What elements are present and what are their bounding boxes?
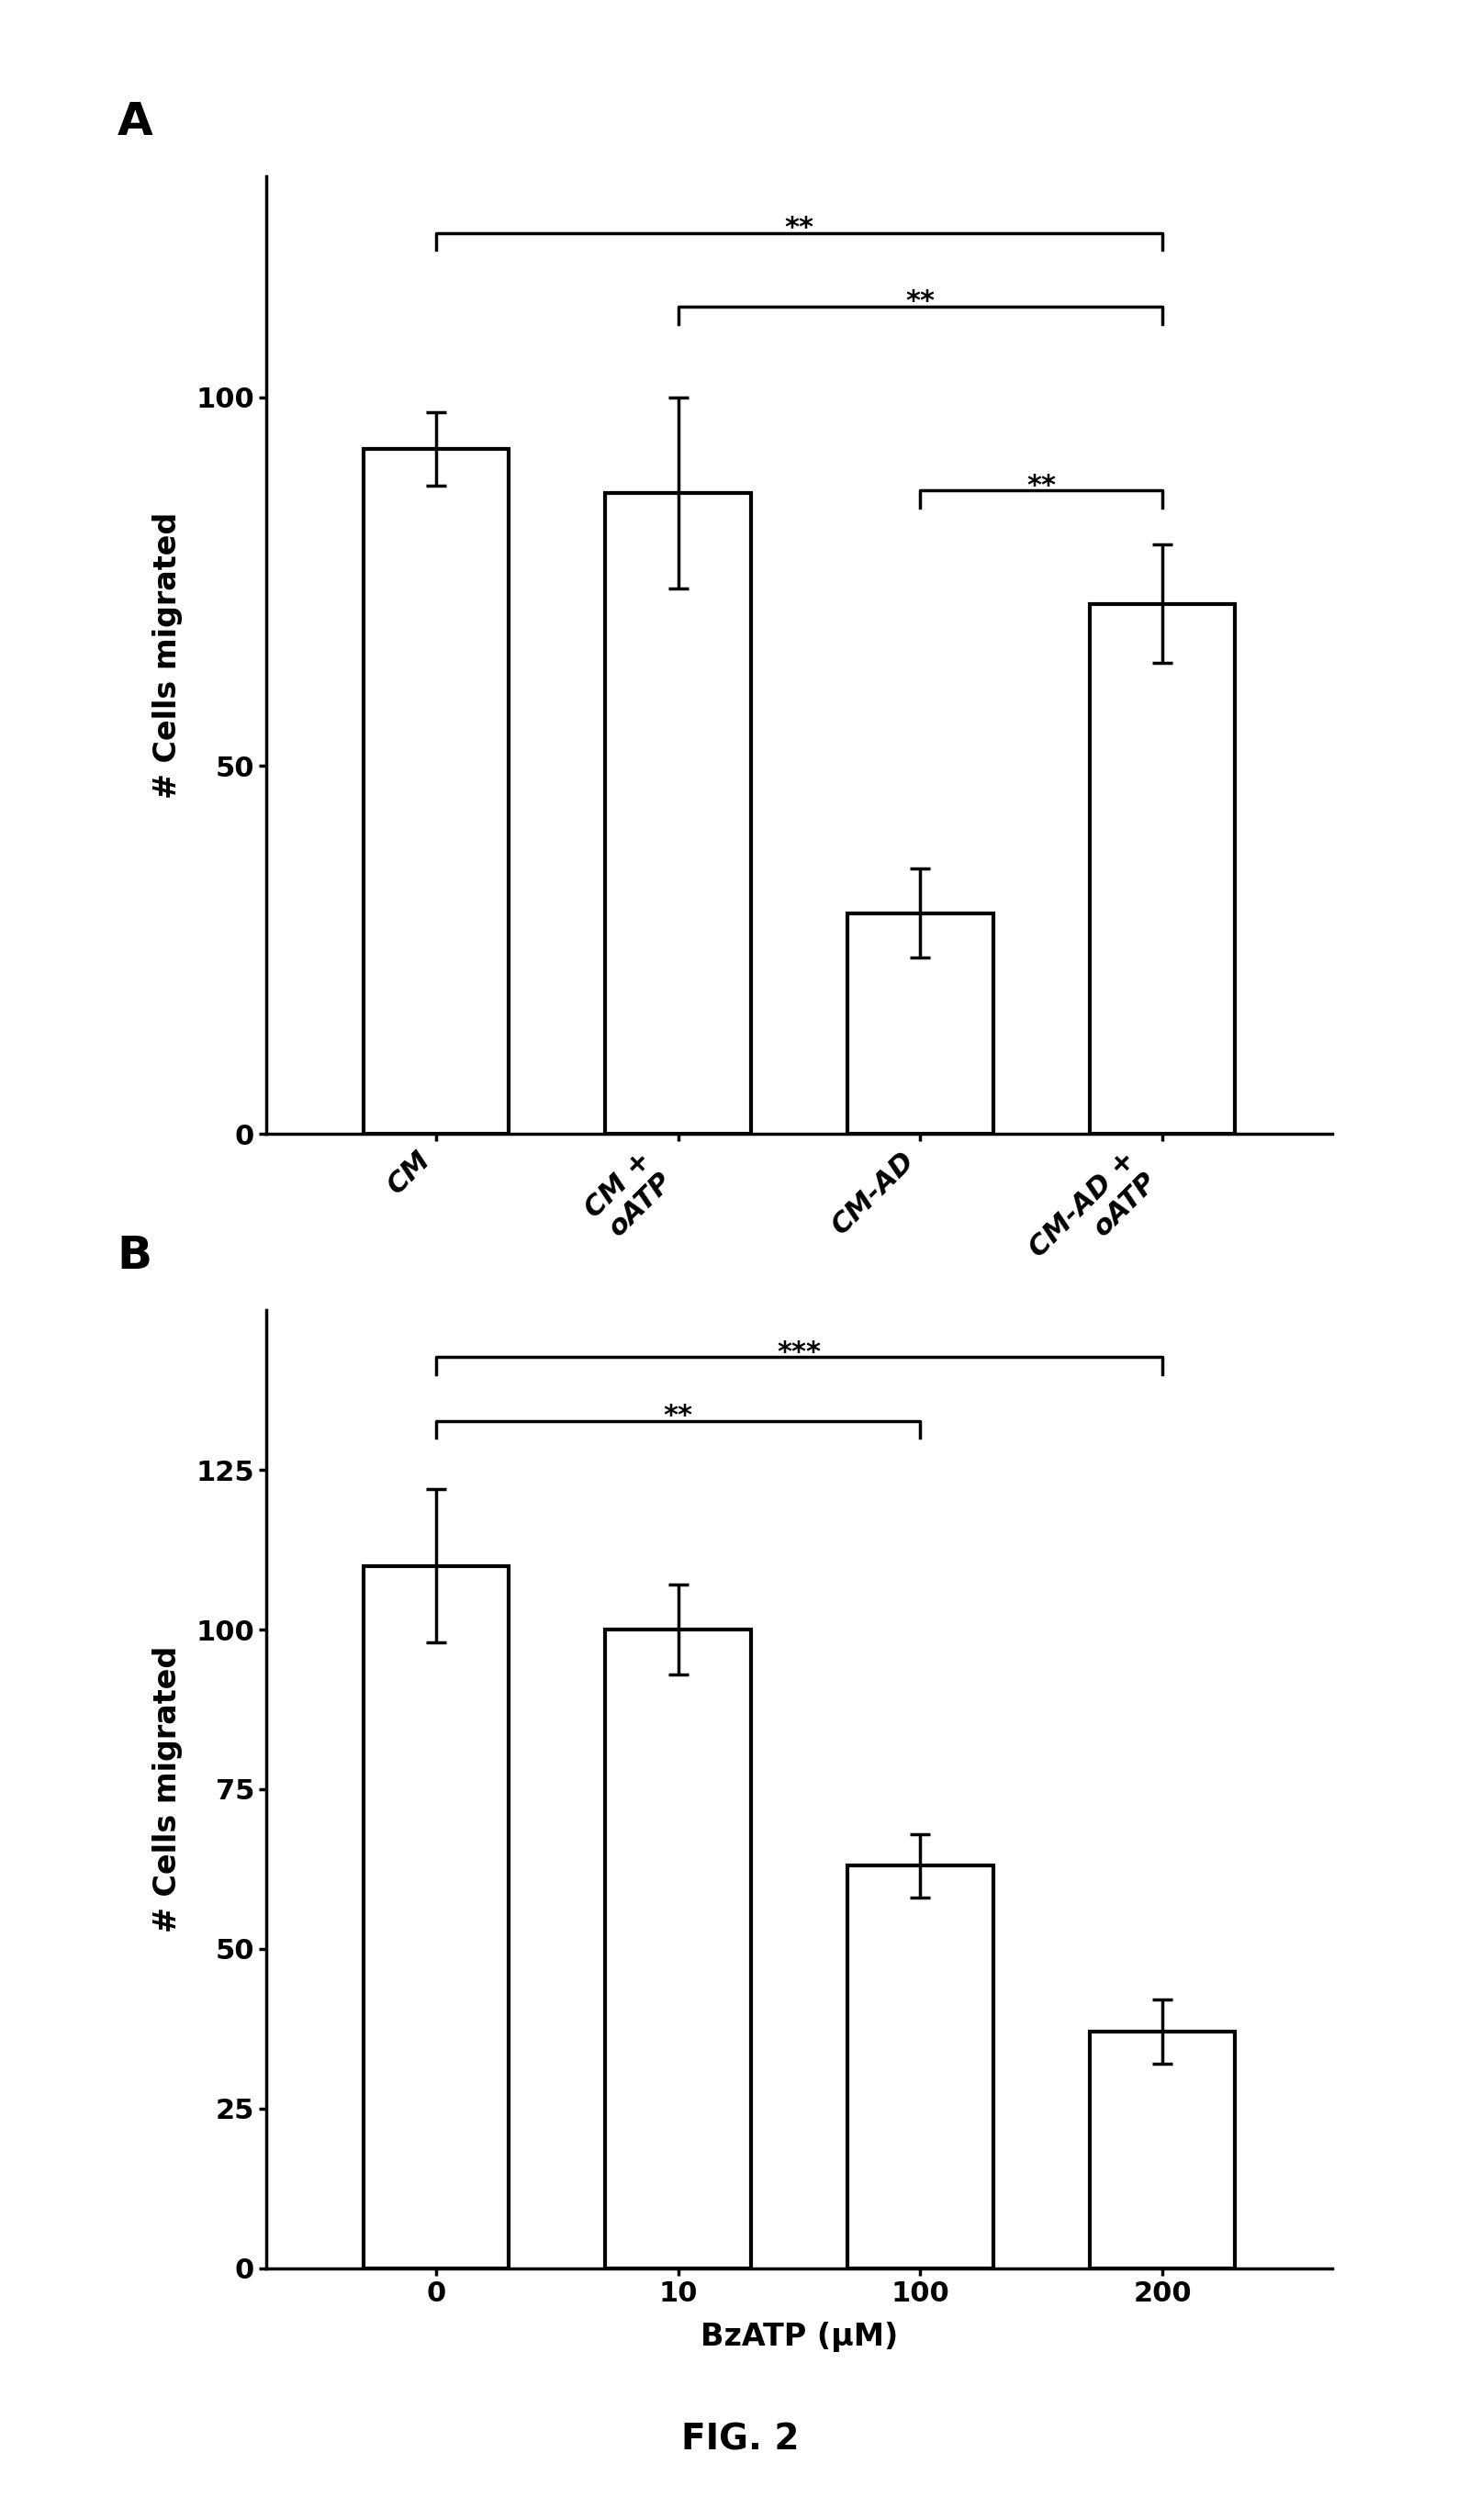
Bar (848, 1865, 993, 2268)
Text: **: ** (906, 287, 935, 315)
Text: **: ** (1027, 474, 1057, 499)
Y-axis label: # Cells migrated: # Cells migrated (152, 512, 184, 799)
Text: **: ** (784, 214, 814, 242)
Bar (363, 1565, 509, 2268)
Bar (363, 449, 509, 1134)
Text: A: A (117, 101, 152, 144)
Bar (1089, 605, 1236, 1134)
Text: ***: *** (777, 1338, 821, 1366)
Text: **: ** (663, 1404, 693, 1429)
X-axis label: BzATP (μM): BzATP (μM) (700, 2321, 898, 2351)
Bar (605, 1630, 750, 2268)
Bar (605, 494, 750, 1134)
Text: B: B (117, 1235, 152, 1278)
Bar (1089, 2031, 1236, 2268)
Y-axis label: # Cells migrated: # Cells migrated (152, 1646, 184, 1933)
Text: FIG. 2: FIG. 2 (681, 2422, 799, 2457)
Bar (848, 912, 993, 1134)
